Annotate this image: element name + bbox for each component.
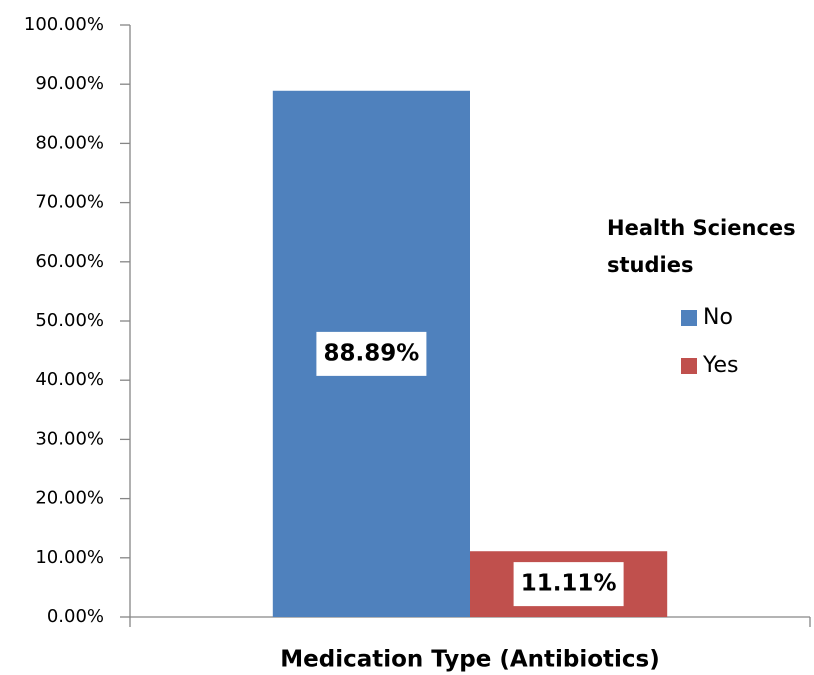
value-label-box [513,562,624,607]
legend-swatch [681,310,697,326]
x-axis-title: Medication Type (Antibiotics) [280,647,660,673]
value-label: 11.11% [521,571,617,597]
y-tick-label: 80.00% [35,132,104,153]
value-label-box [316,331,427,376]
legend-label: Yes [702,353,739,378]
y-tick-label: 60.00% [35,251,104,272]
legend-label: No [703,305,733,330]
legend-swatch [681,358,697,374]
y-tick-label: 30.00% [35,428,104,449]
value-label: 88.89% [324,340,420,366]
legend-title: Health Sciences studies [607,216,796,277]
y-tick-label: 70.00% [35,192,104,213]
y-tick-label: 20.00% [35,488,104,509]
y-tick-label: 100.00% [24,14,104,35]
y-tick-label: 10.00% [35,547,104,568]
y-tick-label: 0.00% [47,606,104,627]
y-tick-label: 40.00% [35,369,104,390]
y-tick-label: 50.00% [35,310,104,331]
y-tick-label: 90.00% [35,73,104,94]
